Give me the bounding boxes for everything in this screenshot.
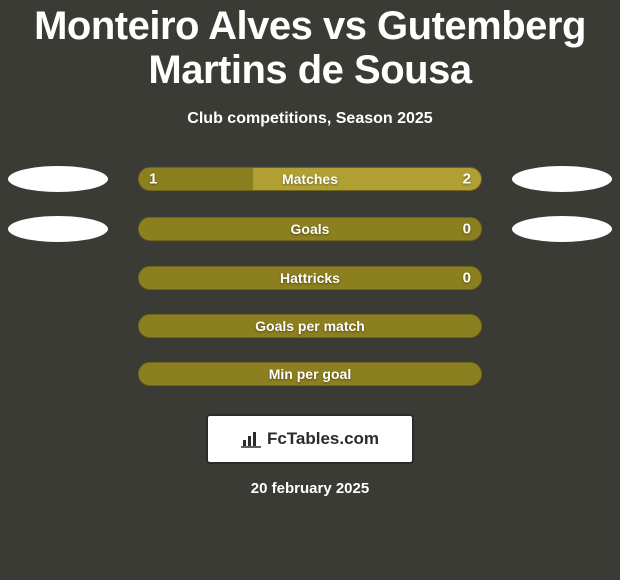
stat-label: Hattricks: [139, 270, 481, 286]
player-oval-left: [8, 166, 108, 192]
stat-row: Goals per match: [0, 314, 620, 338]
stat-row: 0Goals: [0, 216, 620, 242]
bar-chart-icon: [241, 430, 261, 448]
stat-bar: Goals per match: [138, 314, 482, 338]
stat-bar: Min per goal: [138, 362, 482, 386]
stat-bar: 0Hattricks: [138, 266, 482, 290]
player-oval-left: [8, 216, 108, 242]
source-badge: FcTables.com: [206, 414, 414, 464]
player-oval-right: [512, 216, 612, 242]
stat-row: 12Matches: [0, 166, 620, 192]
stat-bar: 12Matches: [138, 167, 482, 191]
stat-label: Goals per match: [139, 318, 481, 334]
player-oval-right: [512, 166, 612, 192]
stats-rows: 12Matches 0Goals 0Hattricks Goals per match…: [0, 166, 620, 386]
subtitle: Club competitions, Season 2025: [0, 110, 620, 128]
stat-label: Matches: [139, 171, 481, 187]
stat-row: 0Hattricks: [0, 266, 620, 290]
date-text: 20 february 2025: [0, 480, 620, 497]
stat-bar: 0Goals: [138, 217, 482, 241]
page-title: Monteiro Alves vs Gutemberg Martins de S…: [0, 0, 620, 92]
stat-row: Min per goal: [0, 362, 620, 386]
stat-label: Min per goal: [139, 366, 481, 382]
stat-label: Goals: [139, 221, 481, 237]
source-badge-text: FcTables.com: [267, 429, 379, 449]
comparison-infographic: Monteiro Alves vs Gutemberg Martins de S…: [0, 0, 620, 580]
